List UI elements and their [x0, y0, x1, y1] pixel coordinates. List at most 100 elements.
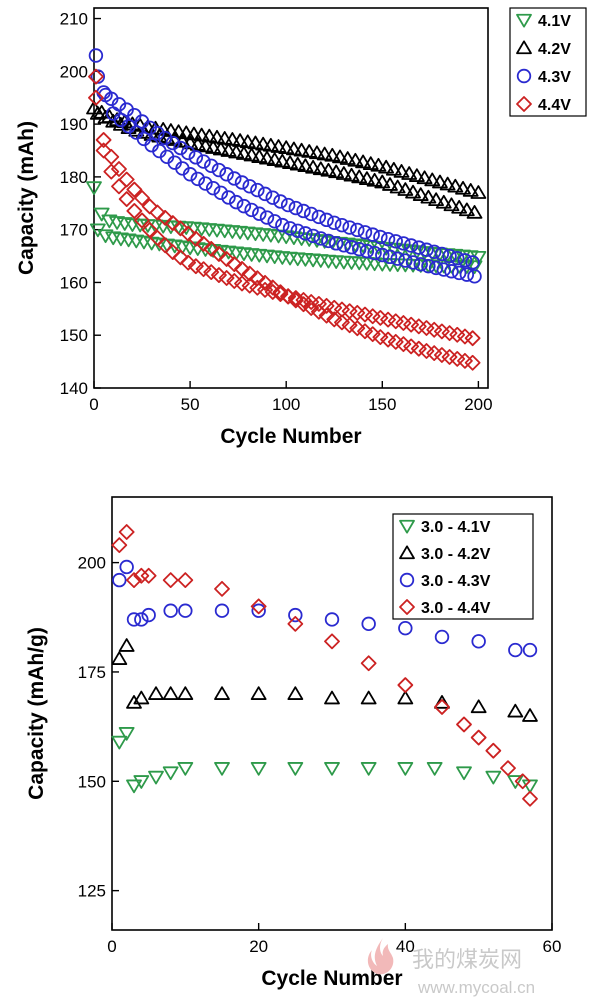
data-point — [236, 146, 252, 160]
data-point — [320, 162, 337, 177]
data-point — [149, 204, 166, 221]
data-point — [514, 773, 531, 790]
data-point — [375, 247, 390, 263]
series-4-4V — [88, 68, 481, 371]
data-point — [324, 762, 340, 776]
data-point — [195, 261, 212, 278]
data-point — [236, 198, 252, 214]
y-tick-label: 210 — [60, 10, 88, 29]
data-point — [485, 770, 502, 785]
data-point — [226, 256, 243, 272]
data-point — [334, 314, 350, 331]
data-point — [324, 690, 340, 705]
data-point — [380, 331, 396, 348]
data-point — [262, 137, 279, 152]
data-point — [126, 612, 142, 627]
data-point — [362, 156, 379, 170]
y-tick-label: 125 — [78, 882, 106, 901]
data-point — [408, 168, 425, 182]
data-point — [204, 158, 219, 174]
data-point — [298, 226, 313, 241]
data-point — [119, 559, 134, 575]
watermark-text: 我的煤炭网 — [412, 947, 522, 972]
data-point — [303, 206, 319, 222]
data-point — [442, 248, 457, 264]
data-point — [224, 132, 241, 146]
data-point — [398, 253, 413, 268]
x-tick-label: 0 — [89, 395, 98, 414]
data-point — [111, 735, 128, 750]
data-point — [287, 762, 304, 776]
data-point — [264, 279, 281, 296]
data-point — [219, 167, 234, 182]
x-tick-label: 0 — [107, 937, 116, 956]
data-point — [150, 125, 165, 141]
data-point — [280, 288, 297, 305]
data-point — [126, 181, 143, 198]
data-point — [282, 155, 298, 170]
data-point — [213, 185, 229, 201]
data-point — [303, 300, 320, 316]
data-point — [111, 537, 128, 554]
data-point — [419, 242, 434, 257]
data-point — [134, 190, 150, 206]
data-point — [359, 243, 375, 259]
data-point — [218, 270, 235, 286]
data-point — [367, 245, 382, 261]
data-point — [522, 642, 538, 658]
data-point — [347, 152, 364, 167]
legend-label: 3.0 - 4.4V — [421, 600, 491, 617]
data-point — [133, 775, 150, 789]
data-point — [214, 580, 230, 597]
data-markers — [86, 48, 487, 371]
legend-marker — [516, 13, 532, 28]
data-point — [296, 203, 311, 219]
data-point — [434, 699, 450, 715]
data-point — [274, 153, 291, 168]
data-point — [162, 686, 179, 700]
data-point — [250, 598, 267, 615]
data-point — [313, 231, 328, 246]
legend-label: 3.0 - 4.1V — [421, 519, 491, 536]
data-point — [360, 655, 377, 672]
data-point — [403, 338, 420, 355]
watermark: 我的煤炭网 www.mycoal.cn — [367, 938, 535, 997]
data-point — [405, 255, 421, 270]
data-point — [324, 633, 340, 650]
data-point — [180, 225, 197, 242]
y-tick-label: 180 — [60, 168, 88, 187]
data-point — [434, 695, 450, 709]
data-point — [416, 170, 433, 185]
y-tick-label: 170 — [60, 221, 88, 240]
data-point — [428, 192, 445, 207]
y-axis-title: Capacity (mAh/g) — [25, 627, 48, 800]
data-point — [434, 246, 450, 262]
data-point — [282, 221, 298, 236]
data-point — [301, 144, 318, 158]
data-point — [118, 638, 135, 652]
data-point — [259, 150, 275, 165]
data-point — [232, 133, 248, 147]
data-point — [209, 129, 225, 144]
data-point — [214, 762, 230, 776]
data-point — [243, 147, 260, 162]
data-point — [336, 238, 352, 253]
y-tick-label: 140 — [60, 379, 88, 398]
data-point — [88, 89, 104, 106]
chart-top: 0 50 100 150 200 140 150 160 170 180 190 200 210 Cycl… — [15, 7, 587, 448]
watermark-url: www.mycoal.cn — [417, 978, 535, 997]
data-point — [355, 154, 371, 169]
data-point — [434, 629, 450, 645]
data-point — [193, 127, 210, 142]
data-point — [170, 124, 187, 139]
data-point — [305, 159, 322, 174]
data-point — [198, 176, 213, 191]
data-point — [251, 149, 268, 163]
data-point — [178, 603, 193, 618]
data-point — [311, 209, 327, 225]
data-point — [293, 142, 310, 157]
data-point — [324, 147, 341, 162]
data-point — [162, 766, 179, 781]
data-point — [335, 166, 352, 180]
data-point — [172, 220, 189, 237]
